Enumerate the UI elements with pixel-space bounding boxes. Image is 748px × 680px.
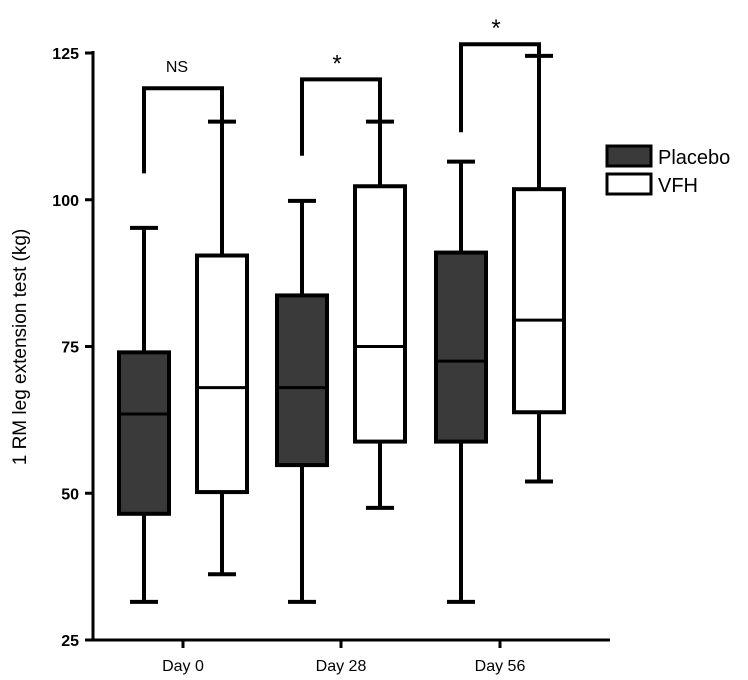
bracket-line [300, 77, 382, 156]
significance-label: * [491, 15, 500, 42]
x-tick-label: Day 0 [162, 658, 204, 675]
iqr-box [434, 250, 488, 444]
legend-swatch [605, 144, 653, 168]
y-tick-label: 75 [61, 340, 79, 357]
box-vfh-day-56 [512, 53, 566, 484]
bracket-day-56: * [459, 15, 541, 133]
bracket-line [142, 86, 224, 174]
y-tick-label: 100 [52, 193, 79, 210]
y-axis-label: 1 RM leg extension test (kg) [10, 229, 31, 466]
box-placebo-day-28 [275, 198, 329, 604]
bracket-day-28: * [300, 50, 382, 156]
iqr-box [195, 253, 249, 495]
iqr-box [275, 293, 329, 468]
significance-brackets: NS * * [142, 15, 541, 174]
series-vfh [195, 53, 566, 577]
iqr-box [353, 184, 407, 444]
box-series [117, 53, 566, 604]
box-placebo-day-56 [434, 159, 488, 604]
significance-label: NS [166, 59, 188, 76]
x-tick-label: Day 56 [475, 658, 526, 675]
legend-swatch [605, 172, 653, 196]
box-placebo-day-0 [117, 225, 171, 604]
y-tick-label: 50 [61, 486, 79, 503]
y-tick-label: 125 [52, 46, 79, 63]
series-placebo [117, 159, 488, 604]
box-vfh-day-0 [195, 119, 249, 577]
axes: 25 50 75 100 125 Day 0 Day 28 Day 56 [52, 46, 610, 675]
box-vfh-day-28 [353, 119, 407, 510]
x-tick-label: Day 28 [316, 658, 367, 675]
iqr-box [117, 350, 171, 516]
legend-entry-placebo: Placebo [605, 144, 730, 169]
bracket-day-0: NS [142, 59, 224, 174]
legend-label: Placebo [658, 147, 730, 169]
legend: Placebo VFH [605, 144, 730, 197]
legend-entry-vfh: VFH [605, 172, 698, 197]
legend-label: VFH [658, 175, 698, 197]
y-tick-label: 25 [61, 633, 79, 650]
bracket-line [459, 42, 541, 133]
significance-label: * [332, 50, 341, 77]
iqr-box [512, 187, 566, 415]
